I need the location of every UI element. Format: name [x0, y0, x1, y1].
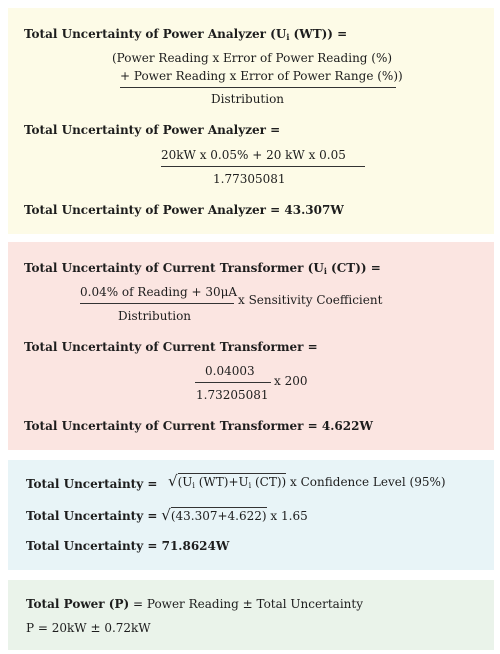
total-power-formula: Total Power (P) = Power Reading ± Total … — [26, 597, 363, 611]
total-uncertainty-formula: √(Ui (WT)+Ui (CT)) x Confidence Level (9… — [168, 472, 446, 490]
sqrt-symbol: √ — [168, 472, 178, 490]
power-analyzer-panel: Total Uncertainty of Power Analyzer (Ui … — [8, 8, 494, 234]
total-uncertainty-step: Total Uncertainty = √(43.307+4.622) x 1.… — [26, 506, 308, 524]
transformer-fraction-bar — [80, 303, 234, 304]
sqrt-symbol: √ — [161, 506, 171, 524]
transformer-numerator: 0.04% of Reading + 30μA — [80, 285, 238, 299]
total-uncertainty-result: Total Uncertainty = 71.8624W — [26, 539, 230, 553]
transformer-step-label: Total Uncertainty of Current Transformer… — [24, 340, 318, 354]
analyzer-title: Total Uncertainty of Power Analyzer (Ui … — [24, 27, 348, 42]
analyzer-fraction-bar — [120, 87, 396, 88]
analyzer-denominator: Distribution — [211, 92, 285, 106]
transformer-step-multiplier: x 200 — [274, 374, 308, 388]
total-power-result: P = 20kW ± 0.72kW — [26, 621, 151, 635]
analyzer-numerator-line1: (Power Reading x Error of Power Reading … — [112, 51, 393, 65]
transformer-title: Total Uncertainty of Current Transformer… — [24, 261, 381, 276]
transformer-step-denominator: 1.73205081 — [196, 388, 269, 402]
analyzer-step-numerator: 20kW x 0.05% + 20 kW x 0.05 — [161, 148, 346, 162]
current-transformer-panel: Total Uncertainty of Current Transformer… — [8, 242, 494, 450]
analyzer-numerator-line2: + Power Reading x Error of Power Range (… — [120, 69, 403, 83]
transformer-denominator: Distribution — [118, 309, 192, 323]
analyzer-step-fraction-bar — [161, 166, 365, 167]
transformer-result: Total Uncertainty of Current Transformer… — [24, 419, 373, 433]
total-power-panel: Total Power (P) = Power Reading ± Total … — [8, 580, 494, 650]
transformer-step-numerator: 0.04003 — [205, 364, 255, 378]
transformer-step-fraction-bar — [195, 382, 271, 383]
analyzer-step-denominator: 1.77305081 — [213, 172, 286, 186]
transformer-multiplier: x Sensitivity Coefficient — [238, 293, 383, 307]
analyzer-result: Total Uncertainty of Power Analyzer = 43… — [24, 203, 344, 217]
analyzer-step-label: Total Uncertainty of Power Analyzer = — [24, 123, 281, 137]
total-uncertainty-label: Total Uncertainty = — [26, 477, 158, 491]
total-uncertainty-panel: Total Uncertainty = √(Ui (WT)+Ui (CT)) x… — [8, 460, 494, 570]
